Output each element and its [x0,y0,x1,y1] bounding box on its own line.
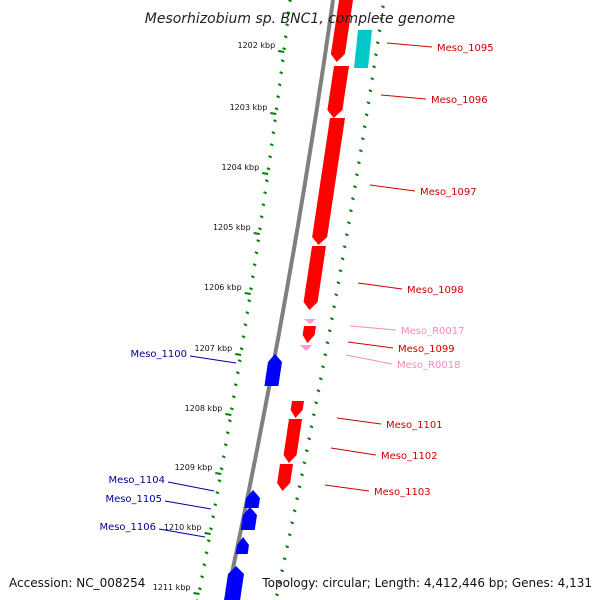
scale-tick-mark [244,292,251,295]
gene-arrow-forward [312,118,345,245]
gene-leader-line [380,94,427,100]
gene-label: Meso_1096 [431,95,488,106]
gene-leader-line [347,341,394,349]
gene-leader-line [324,484,370,492]
scale-tick-label: 1203 kbp [230,103,268,112]
gene-arrow-forward [303,246,326,310]
scale-tick-label: 1205 kbp [213,223,251,232]
gene-arrow-reverse [264,354,282,386]
gene-arrow-forward [302,326,316,343]
gene-leader-line [189,355,237,364]
gene-arrow-forward [327,66,349,118]
scale-tick-label: 1211 kbp [153,583,191,592]
gene-leader-line [336,417,382,425]
gene-label: Meso_1098 [407,285,464,296]
scale-tick-mark [235,353,242,356]
scale-tick-label: 1208 kbp [185,404,223,413]
scale-tick-mark [225,413,232,416]
scale-tick-mark [193,592,200,595]
gene-arrow-forward [330,0,353,62]
gene-arrow-reverse [240,507,257,530]
rna-gene-block [354,30,372,68]
gene-leader-line [164,500,212,510]
pseudo-gene-mark [300,345,312,351]
gene-label: Meso_1106 [99,522,156,533]
gene-label: Meso_1105 [105,494,162,505]
scale-tick-label: 1210 kbp [164,523,202,532]
gene-label: Meso_1102 [381,451,438,462]
gene-leader-line [167,481,215,492]
scale-tick-label: 1209 kbp [175,463,213,472]
gene-leader-line [386,42,433,48]
pseudo-gene-mark [304,319,316,324]
gene-label: Meso_1095 [437,43,494,54]
scale-tick-mark [270,112,277,115]
gene-label: Meso_1104 [108,475,165,486]
scale-tick-mark [278,50,285,53]
gene-label: Meso_1097 [420,187,477,198]
gene-leader-line [158,528,206,538]
gene-leader-line [369,184,416,192]
scale-tick-mark [262,172,269,175]
scale-tick-mark [253,232,260,235]
gene-leader-line [345,354,393,365]
gene-arrow-forward [277,464,293,491]
scale-tick-label: 1207 kbp [194,344,232,353]
scale-tick-mark [215,472,222,475]
gene-label: Meso_1099 [398,344,455,355]
gene-label: Meso_1101 [386,420,443,431]
gene-leader-line [349,325,397,331]
gene-label: Meso_R0017 [401,326,465,337]
gene-arrow-reverse [224,566,244,600]
gene-label: Meso_R0018 [397,360,461,371]
gene-leader-line [330,447,377,456]
scale-tick-label: 1206 kbp [204,283,242,292]
scale-tick-label: 1202 kbp [237,41,275,50]
gene-arrow-forward [283,419,302,463]
gene-label: Meso_1100 [130,349,187,360]
gene-arrow-forward [290,401,304,418]
scale-tick-mark [204,532,211,535]
scale-tick-label: 1204 kbp [222,163,260,172]
gene-leader-line [357,282,403,290]
gene-label: Meso_1103 [374,487,431,498]
gene-arrow-reverse [235,537,249,554]
gene-arrow-reverse [244,490,260,508]
